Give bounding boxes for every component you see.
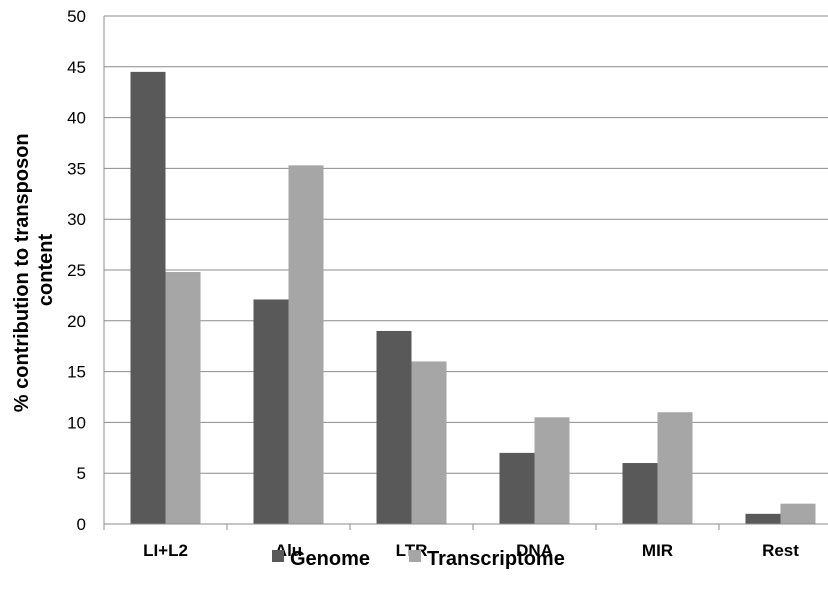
y-tick-label: 35 [67,159,86,178]
y-axis-label-line-1: % contribution to transposon [11,133,33,412]
x-axis [103,16,828,530]
y-tick-label: 30 [67,210,86,229]
x-tick-label: Rest [762,541,799,560]
x-tick-label: MIR [642,541,673,560]
bar-transcriptome-ltr [411,361,447,524]
legend-swatch-genome [272,550,284,562]
y-tick-label: 50 [67,7,86,26]
bar-transcriptome-dna [534,417,570,524]
bar-transcriptome-rest [780,503,816,524]
bar-genome-alu [253,299,289,524]
bar-genome-dna [499,452,535,524]
y-tick-label: 45 [67,58,86,77]
y-tick-label: 0 [77,515,86,534]
bar-genome-ltr [376,330,412,524]
bar-genome-rest [745,513,781,524]
x-tick-label: LI+L2 [143,541,188,560]
bars [130,71,816,525]
legend-swatch-transcriptome [409,550,421,562]
legend: Genome Transcriptome [272,548,565,570]
y-axis-label: % contribution to transposon content [11,128,57,412]
x-tick-label: DNA [516,541,553,560]
y-tick-label: 15 [67,363,86,382]
bar-transcriptome-alu [288,165,324,525]
y-axis-label-line-2: content [35,234,57,307]
y-tick-label: 25 [67,261,86,280]
legend-label-genome: Genome [290,548,370,570]
y-tick-label: 10 [67,413,86,432]
y-axis-ticks: 0 5 10 15 20 25 30 35 40 45 50 [67,7,86,534]
bar-transcriptome-li-l2 [165,272,201,524]
bar-genome-mir [622,463,658,524]
y-tick-label: 40 [67,109,86,128]
bar-transcriptome-mir [657,412,693,524]
gridlines [104,15,828,474]
legend-label-transcriptome: Transcriptome [427,548,565,570]
bar-genome-li-l2 [130,71,166,524]
y-tick-label: 20 [67,312,86,331]
y-tick-label: 5 [77,464,86,483]
